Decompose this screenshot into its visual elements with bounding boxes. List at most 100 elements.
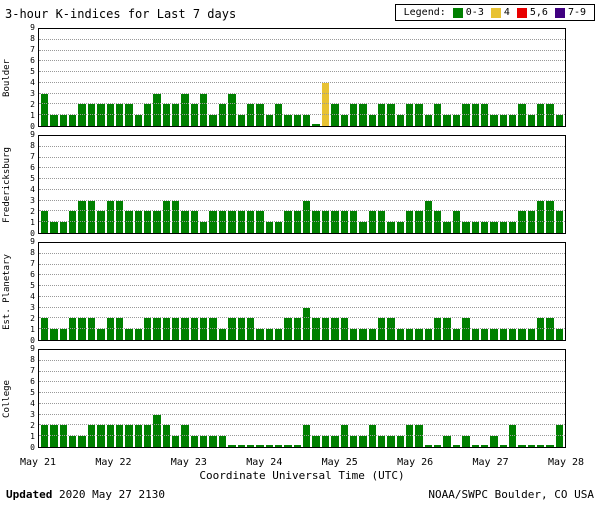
k-index-bar [480, 329, 489, 340]
k-index-bar [237, 115, 245, 126]
gridline [39, 221, 565, 223]
k-index-bar [490, 329, 498, 340]
k-index-bar [331, 436, 339, 447]
y-axis-tick-label: 5 [30, 388, 35, 397]
k-index-bar [190, 436, 199, 447]
y-axis-tick-label: 8 [30, 248, 35, 258]
legend-item-label: 0-3 [465, 7, 484, 18]
k-index-bar [406, 329, 414, 340]
y-axis-tick-label: 6 [30, 56, 35, 66]
k-index-bar [424, 200, 433, 233]
k-index-bar [537, 445, 545, 447]
x-axis-tick-label: May 28 [547, 457, 585, 468]
k-index-bar [274, 222, 283, 233]
x-axis-tick-label: May 22 [95, 457, 132, 468]
station-label-text: Boulder [2, 58, 12, 97]
gridline [39, 402, 565, 404]
y-axis-tick-label: 7 [30, 259, 35, 268]
station-label-text: Fredericksburg [2, 146, 12, 223]
k-index-bar [471, 445, 479, 447]
k-index-bar [471, 329, 479, 340]
gridline [39, 38, 565, 40]
chart-title: 3-hour K-indices for Last 7 days [5, 7, 237, 21]
station-label-text: College [2, 379, 12, 418]
gridline [39, 71, 565, 73]
gridline [39, 103, 565, 105]
gridline [39, 435, 565, 437]
gridline [39, 413, 565, 415]
k-index-bar [508, 329, 517, 340]
y-axis-tick-label: 8 [30, 355, 35, 365]
k-index-bar [265, 445, 273, 447]
y-axis-tick-label: 1 [30, 325, 35, 335]
k-index-bar [321, 436, 330, 447]
k-index-bar [349, 436, 358, 447]
y-axis-tick-label: 7 [30, 152, 35, 161]
k-index-bar [415, 329, 423, 340]
k-index-bar [499, 222, 507, 233]
k-index-bar [172, 436, 180, 447]
k-index-bar [490, 115, 498, 126]
gridline [39, 252, 565, 254]
k-index-bar [134, 329, 142, 340]
y-axis-tick-label: 9 [30, 344, 35, 353]
k-index-bar [218, 329, 227, 340]
y-axis-tick-label: 4 [30, 78, 35, 88]
k-index-bar [546, 445, 554, 447]
y-axis-tick-label: 2 [30, 100, 35, 110]
k-index-bar [125, 329, 133, 340]
k-index-bar [284, 115, 292, 126]
k-index-bar [200, 222, 208, 233]
x-axis-tick-label: May 21 [19, 457, 57, 468]
station-label-text: Est. Planetary [2, 253, 12, 330]
k-index-bar [443, 436, 451, 447]
plot-area-est-planetary [38, 242, 566, 341]
gridline [39, 381, 565, 383]
gridline [39, 199, 565, 201]
gridline [39, 210, 565, 212]
k-index-bar [274, 329, 283, 340]
plot-area-fredericksburg [38, 135, 566, 234]
k-index-bar [480, 445, 489, 447]
gridline [39, 178, 565, 180]
gridline [39, 145, 565, 147]
k-index-bar [209, 436, 217, 447]
k-index-bar [359, 329, 367, 340]
k-index-bar [181, 93, 189, 126]
k-index-bar [265, 115, 273, 126]
y-axis-tick-label: 6 [30, 270, 35, 280]
k-index-bar [265, 222, 273, 233]
k-index-bar [134, 115, 142, 126]
x-axis-tick-row: May 21 May 22 May 23 May 24 May 25 May 26 May … [20, 456, 584, 469]
k-index-bar [396, 115, 405, 126]
k-index-bar [78, 436, 86, 447]
k-index-bar [471, 222, 479, 233]
gridline [39, 188, 565, 190]
k-index-bar [434, 445, 442, 447]
k-index-bar [97, 329, 105, 340]
k-index-bar [508, 222, 517, 233]
k-index-bar [490, 436, 498, 447]
k-index-bar [462, 222, 470, 233]
gridline [39, 285, 565, 287]
y-axis-tick-label: 0 [30, 336, 35, 345]
k-index-bar [499, 115, 507, 126]
k-index-bar [377, 436, 386, 447]
x-axis-tick-label: May 26 [397, 457, 434, 468]
k-index-bar [490, 222, 498, 233]
k-index-bar [256, 445, 264, 447]
k-index-bar [443, 222, 451, 233]
x-axis-title: Coordinate Universal Time (UTC) [199, 469, 405, 482]
k-index-bar [424, 115, 433, 126]
k-index-bar [349, 329, 358, 340]
k-index-bar [340, 115, 348, 126]
y-axis-tick-label: 9 [30, 23, 35, 32]
k-index-bar [228, 93, 236, 126]
k-index-bar [368, 329, 376, 340]
k-index-bar [312, 436, 320, 447]
k-index-bar [555, 115, 564, 126]
